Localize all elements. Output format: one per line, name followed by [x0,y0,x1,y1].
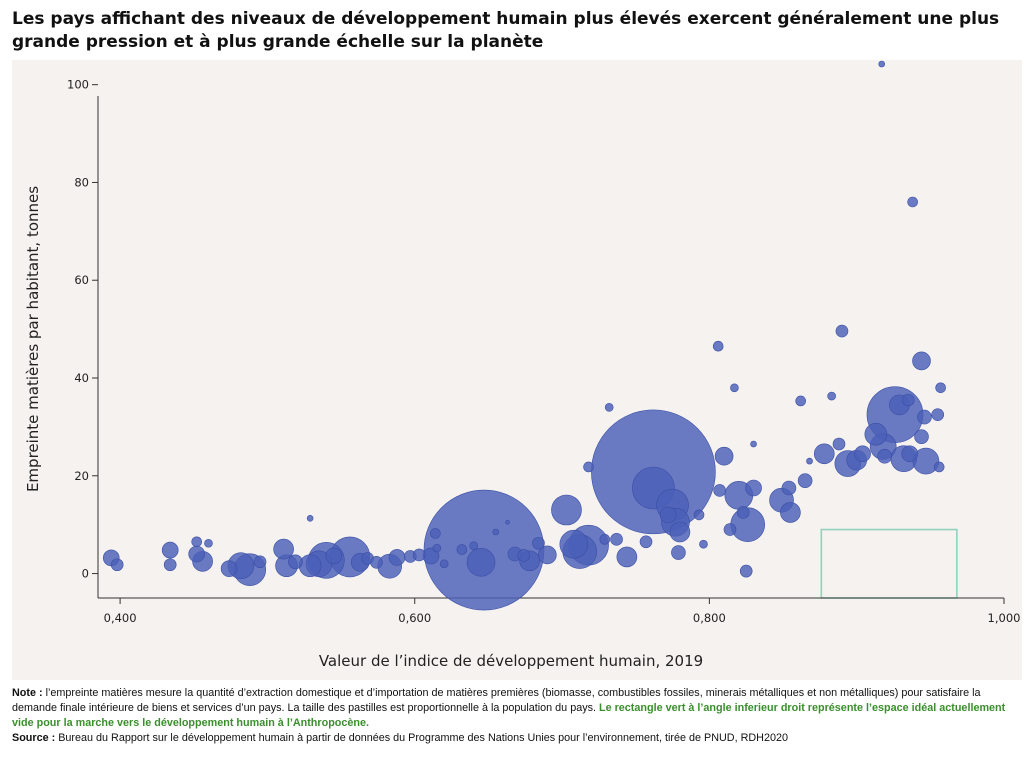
data-point [161,541,179,559]
data-point [370,556,383,569]
note-paragraph: Note : l’empreinte matières mesure la qu… [12,686,1012,731]
data-point [795,395,807,407]
data-point [191,536,203,548]
x-tick-label: 1,000 [988,611,1021,625]
data-point [610,533,623,546]
data-point [583,461,594,473]
data-point [456,544,468,555]
note-text: l’empreinte matières mesure la quantité … [12,687,981,714]
data-point [827,391,836,401]
data-point [914,429,929,444]
data-point [432,543,442,553]
data-point [931,408,945,421]
data-point [730,383,739,393]
y-tick-label: 80 [74,175,89,189]
data-point [204,538,213,548]
y-tick-label: 40 [74,371,89,385]
data-point [469,541,478,550]
data-point [412,548,426,562]
y-tick-label: 20 [74,469,89,483]
data-point [917,409,932,425]
source-paragraph: Source : Bureau du Rapport sur le dévelo… [12,731,1012,746]
ideal-region-rect [820,528,958,599]
y-tick-label: 60 [74,273,89,287]
data-point [781,480,797,496]
data-point [745,479,762,497]
data-point [669,521,691,543]
data-point [935,382,946,394]
data-point [517,549,531,562]
x-axis-title: Valeur de l’indice de développement huma… [319,652,703,670]
data-point [253,555,267,569]
data-point [551,494,582,526]
data-point [813,443,835,465]
data-point [439,559,449,569]
x-tick-label: 0,600 [398,611,431,625]
y-tick-label: 100 [67,78,89,92]
data-point [907,196,918,208]
data-point [492,528,500,536]
data-point [797,473,813,488]
data-point [780,502,801,523]
data-point [901,393,915,407]
data-point [163,558,177,572]
note-label: Note : [12,687,43,699]
data-point [877,448,892,464]
data-point [604,403,614,412]
data-point [466,548,496,577]
data-point [912,351,931,371]
data-point [306,515,314,522]
x-tick-label: 0,800 [693,611,726,625]
data-point [736,506,750,519]
scatter-chart: 0 20 40 60 80 100 0,400 0,600 0,800 1,000 Valeur d… [24,60,1021,670]
data-point [712,340,724,352]
data-point [430,528,441,539]
y-tick-label: 0 [82,567,89,581]
data-point [388,549,406,566]
chart-panel: 0 20 40 60 80 100 0,400 0,600 0,800 1,000 Valeur d… [12,60,1022,680]
data-point [639,535,653,549]
chart-title: Les pays affichant des niveaux de dévelo… [12,9,1000,52]
data-point [288,554,303,570]
data-point [671,545,686,560]
data-point [806,457,813,465]
data-point [713,484,726,497]
chart-notes: Note : l’empreinte matières mesure la qu… [12,686,1012,746]
data-point [933,461,945,473]
data-point [864,422,888,446]
note-green-text: Le rectangle vert à l’angle inferieur dr… [12,702,1006,729]
y-axis-title: Empreinte matières par habitant, tonnes [24,186,42,492]
data-point [538,545,557,565]
data-point [599,534,611,545]
source-label: Source : [12,732,56,744]
data-point [723,523,737,536]
data-point [220,560,238,577]
data-point [110,558,124,572]
data-point [659,506,677,524]
data-point [693,509,705,521]
data-point [739,564,753,578]
data-point [188,545,206,563]
source-text: Bureau du Rapport sur le développement h… [55,732,788,744]
data-point [298,554,322,578]
data-point [559,529,589,559]
data-point [273,538,294,560]
data-point [714,446,734,466]
data-point [878,60,886,68]
data-point [532,536,545,550]
data-point [505,519,510,525]
data-point [901,445,919,463]
data-point [835,324,849,338]
data-point [616,546,638,568]
x-tick-label: 0,400 [104,611,137,625]
data-point [854,445,871,463]
data-point [832,437,846,451]
data-point [325,547,343,565]
data-point [699,539,708,549]
data-point [750,440,757,448]
